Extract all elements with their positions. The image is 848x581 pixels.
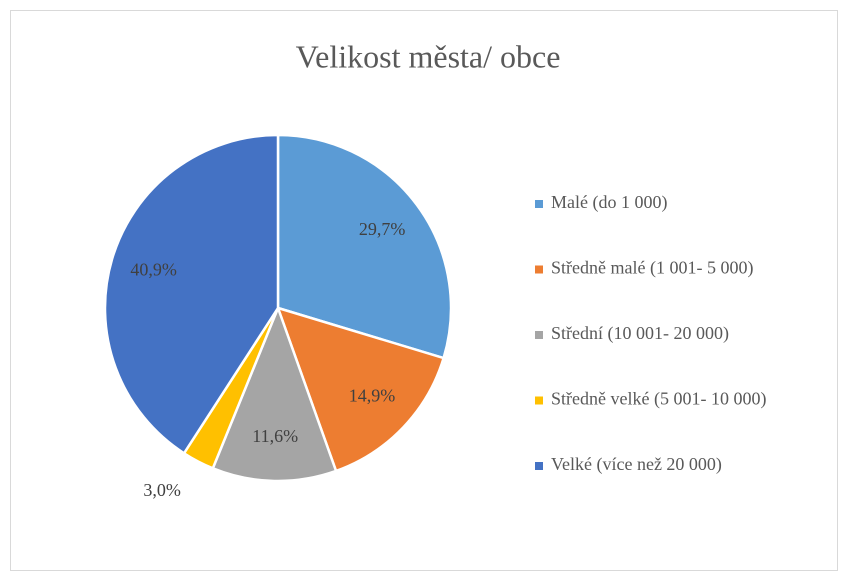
legend-label: Malé (do 1 000)	[551, 192, 667, 213]
legend-swatch	[535, 462, 543, 470]
pie-slice	[276, 133, 453, 360]
data-label: 3,0%	[143, 480, 181, 500]
legend-label: Velké (více než 20 000)	[551, 454, 722, 475]
pie-slice	[103, 133, 280, 455]
pie-slice	[275, 306, 446, 473]
legend-swatch	[535, 265, 543, 274]
legend-swatch	[535, 200, 543, 208]
chart-title: Velikost města/ obce	[296, 38, 561, 74]
data-label: 29,7%	[359, 219, 406, 239]
data-label: 40,9%	[130, 259, 177, 279]
data-label: 14,9%	[349, 386, 396, 406]
legend-swatch	[535, 331, 543, 339]
legend-label: Střední (10 001- 20 000)	[551, 323, 729, 344]
pie-slice	[211, 304, 338, 483]
legend-swatch	[535, 396, 543, 405]
data-label: 11,6%	[252, 426, 298, 446]
legend-label: Středně malé (1 001- 5 000)	[551, 258, 753, 279]
legend-label: Středně velké (5 001- 10 000)	[551, 389, 766, 410]
